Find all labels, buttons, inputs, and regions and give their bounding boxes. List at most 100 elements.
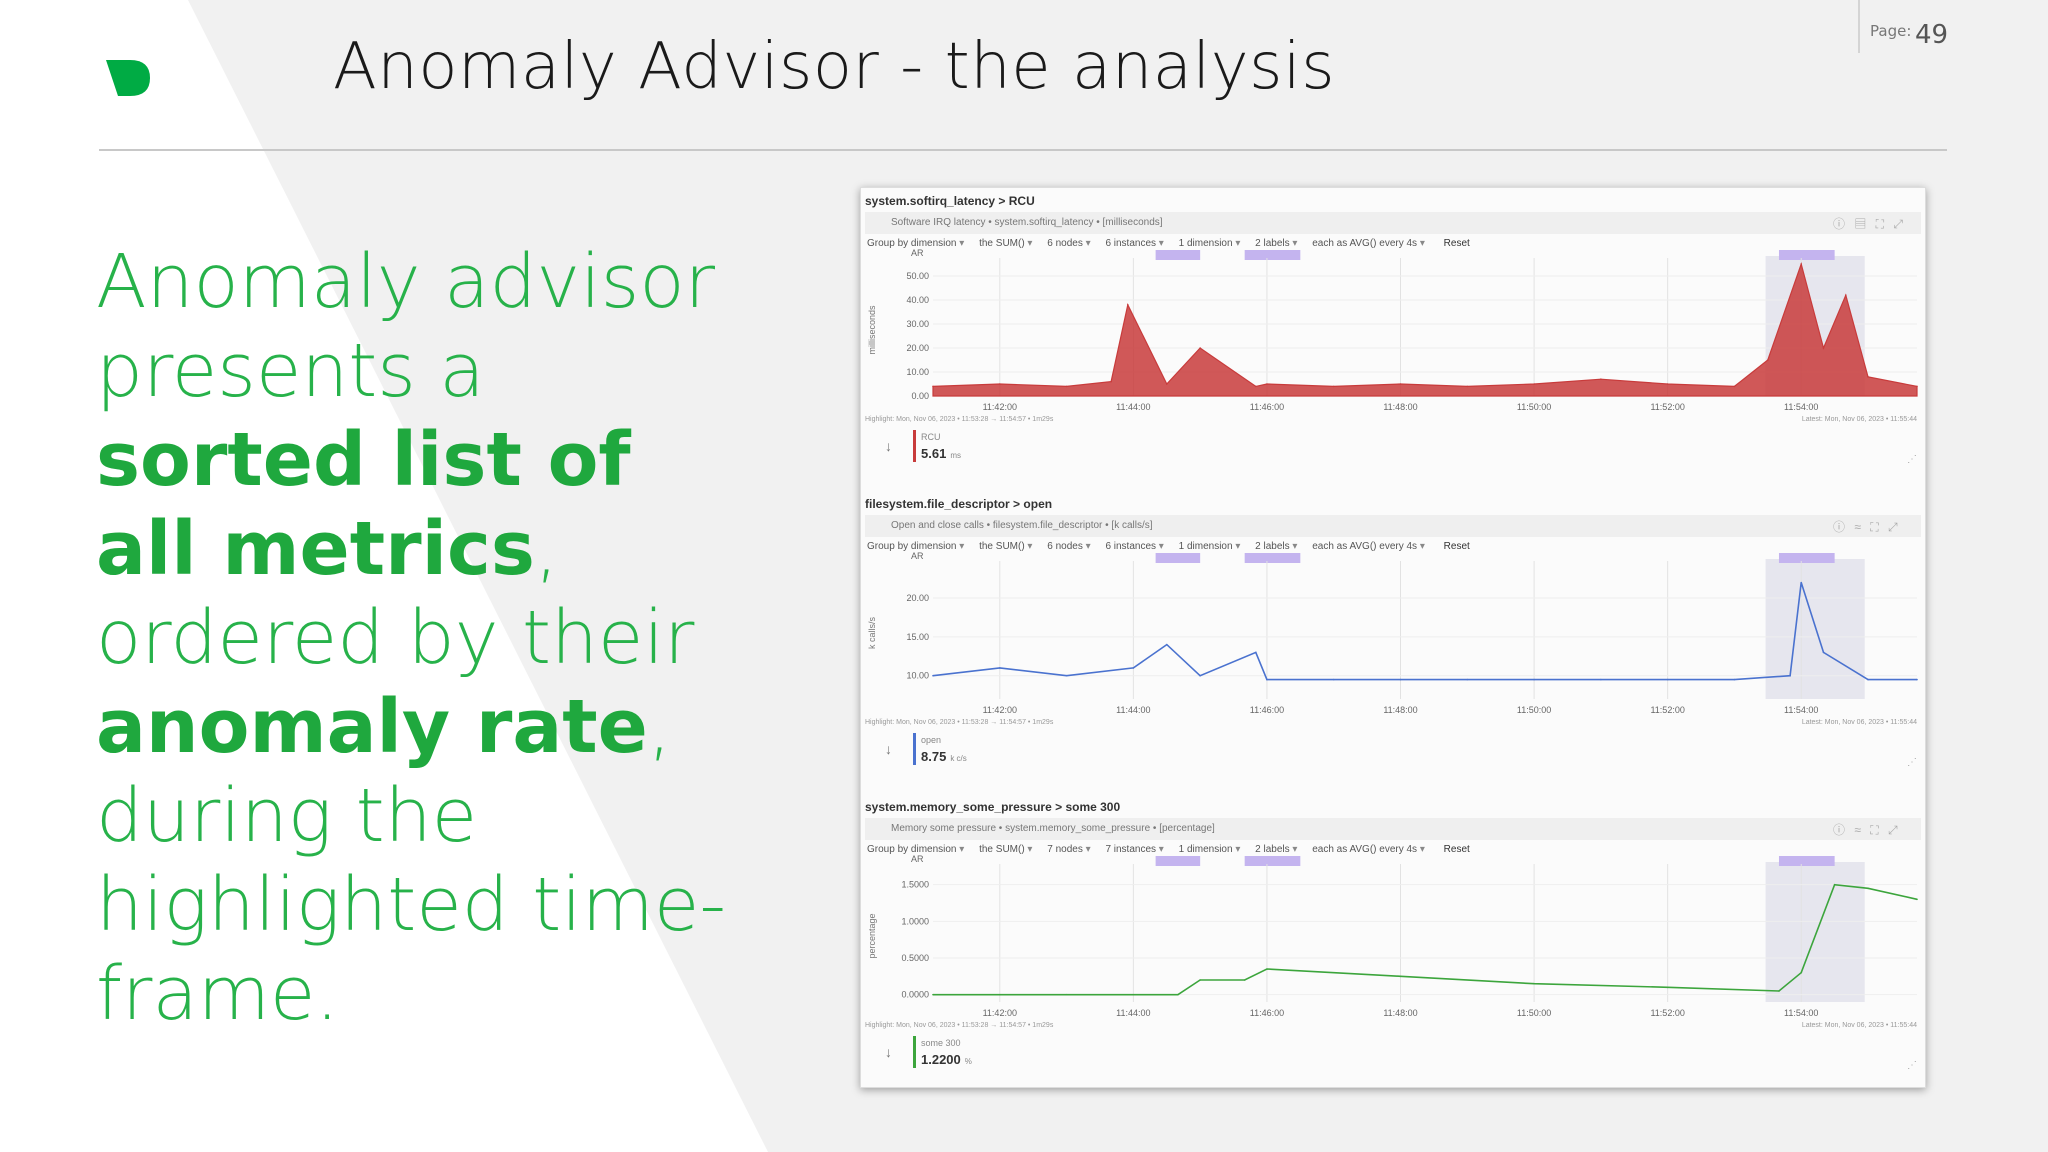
data-point bbox=[1255, 385, 1257, 388]
group-by-dropdown[interactable]: Group by dimension bbox=[867, 238, 957, 249]
dimensions-dropdown[interactable]: 1 dimension bbox=[1178, 238, 1233, 249]
y-tick-label: 0.00 bbox=[911, 391, 929, 401]
data-point bbox=[1778, 990, 1780, 992]
chevron-down-icon: ▾ bbox=[1156, 541, 1164, 552]
chart-subtitle-bar bbox=[865, 212, 1921, 234]
y-tick-label: 15.00 bbox=[906, 632, 929, 642]
chevron-down-icon: ▾ bbox=[1024, 238, 1033, 249]
page-label: Page: bbox=[1870, 22, 1912, 40]
data-point bbox=[1399, 975, 1402, 978]
resize-handle-icon[interactable]: ⋰ bbox=[1907, 1060, 1917, 1071]
chevron-down-icon: ▾ bbox=[1082, 238, 1091, 249]
data-point bbox=[1867, 887, 1869, 890]
reset-button[interactable]: Reset bbox=[1443, 238, 1470, 249]
data-point bbox=[1600, 678, 1602, 681]
chart-plot-memory-pressure[interactable]: AR 11:42:00 11:44:00 11:46:00 11:48:00 11:50:… bbox=[861, 854, 1925, 1029]
resize-handle-icon[interactable]: ⋰ bbox=[1907, 454, 1917, 465]
labels-dropdown[interactable]: 2 labels bbox=[1255, 541, 1290, 552]
latest-info: Latest: Mon, Nov 06, 2023 • 11:55:44 bbox=[1801, 416, 1917, 423]
nodes-dropdown[interactable]: 6 nodes bbox=[1047, 541, 1083, 552]
chart-controls: Group by dimension ▾ the SUM() ▾ 6 nodes… bbox=[867, 541, 1470, 552]
group-by-dropdown[interactable]: Group by dimension bbox=[867, 844, 957, 855]
arrow-down-icon[interactable]: ↓ bbox=[885, 1044, 892, 1060]
y-tick-label: 20.00 bbox=[906, 343, 929, 353]
chart-plot-softirq[interactable]: AR 11:42:00 11:44:00 11:46:00 11:48:00 11:50:… bbox=[861, 248, 1925, 423]
anomaly-rate-mark[interactable] bbox=[1155, 553, 1201, 563]
nodes-dropdown[interactable]: 6 nodes bbox=[1047, 238, 1083, 249]
chart-toolbar-icons[interactable]: ⓘ ≈ ⛶ ⤢ bbox=[1833, 823, 1901, 837]
chart-subtitle: Software IRQ latency • system.softirq_la… bbox=[891, 217, 1163, 228]
anomaly-rate-mark[interactable] bbox=[1155, 856, 1201, 866]
group-by-dropdown[interactable]: Group by dimension bbox=[867, 541, 957, 552]
anomaly-rate-mark[interactable] bbox=[1778, 250, 1835, 260]
anomaly-rate-mark[interactable] bbox=[1244, 856, 1301, 866]
reset-button[interactable]: Reset bbox=[1443, 844, 1470, 855]
dimensions-dropdown[interactable]: 1 dimension bbox=[1178, 844, 1233, 855]
x-tick-label: 11:46:00 bbox=[1250, 402, 1284, 412]
every-dropdown[interactable]: each as AVG() every 4s bbox=[1312, 238, 1418, 249]
data-point bbox=[1266, 678, 1268, 681]
data-point bbox=[1733, 678, 1736, 681]
data-point bbox=[1666, 986, 1669, 989]
chart-panel-file-descriptor: filesystem.file_descriptor > open Open a… bbox=[861, 491, 1925, 791]
x-tick-label: 11:46:00 bbox=[1250, 705, 1284, 715]
chevron-down-icon: ▾ bbox=[1024, 541, 1033, 552]
series-line[interactable] bbox=[932, 582, 1917, 681]
data-point bbox=[1600, 378, 1602, 380]
data-point bbox=[1800, 581, 1803, 584]
data-point bbox=[1399, 383, 1402, 385]
data-point bbox=[1126, 304, 1129, 306]
labels-dropdown[interactable]: 2 labels bbox=[1255, 238, 1290, 249]
page-number: 49 bbox=[1915, 20, 1949, 50]
data-point bbox=[1199, 979, 1201, 981]
every-dropdown[interactable]: each as AVG() every 4s bbox=[1312, 541, 1418, 552]
dimensions-dropdown[interactable]: 1 dimension bbox=[1178, 541, 1233, 552]
x-tick-label: 11:44:00 bbox=[1116, 705, 1150, 715]
data-point bbox=[1110, 380, 1112, 383]
chevron-down-icon: ▾ bbox=[1082, 844, 1091, 855]
para-bold-1: sorted list of all metrics bbox=[96, 417, 631, 592]
aggregation-dropdown[interactable]: the SUM() bbox=[979, 541, 1025, 552]
arrow-down-icon[interactable]: ↓ bbox=[885, 741, 892, 757]
arrow-down-icon[interactable]: ↓ bbox=[885, 438, 892, 454]
chart-plot-file-descriptor[interactable]: AR 11:42:00 11:44:00 11:46:00 11:48:00 11:50:… bbox=[861, 551, 1925, 726]
anomaly-rate-mark[interactable] bbox=[1155, 250, 1201, 260]
resize-handle-icon[interactable]: ⋰ bbox=[1907, 757, 1917, 768]
data-point bbox=[1466, 678, 1469, 681]
data-point bbox=[1332, 678, 1335, 681]
instances-dropdown[interactable]: 6 instances bbox=[1105, 238, 1157, 249]
instances-dropdown[interactable]: 7 instances bbox=[1105, 844, 1157, 855]
anomaly-rate-mark[interactable] bbox=[1244, 553, 1301, 563]
data-point bbox=[1916, 678, 1918, 681]
reset-button[interactable]: Reset bbox=[1443, 541, 1470, 552]
series-line[interactable] bbox=[933, 883, 1918, 996]
every-dropdown[interactable]: each as AVG() every 4s bbox=[1312, 844, 1418, 855]
chart-title: filesystem.file_descriptor > open bbox=[865, 497, 1053, 511]
anomaly-rate-mark[interactable] bbox=[1244, 250, 1301, 260]
y-axis-label: k calls/s bbox=[867, 617, 877, 650]
legend-unit: k c/s bbox=[950, 754, 967, 763]
chart-toolbar-icons[interactable]: ⓘ ≈ ⛶ ⤢ bbox=[1833, 520, 1901, 534]
aggregation-dropdown[interactable]: the SUM() bbox=[979, 844, 1025, 855]
y-axis-label: milliseconds bbox=[867, 305, 877, 355]
highlight-info: Highlight: Mon, Nov 06, 2023 • 11:53:28 … bbox=[865, 416, 1054, 423]
data-point bbox=[1065, 993, 1068, 996]
anomaly-rate-mark[interactable] bbox=[1778, 553, 1835, 563]
legend-value-number: 8.75 bbox=[921, 749, 947, 764]
x-tick-label: 11:44:00 bbox=[1116, 402, 1150, 412]
labels-dropdown[interactable]: 2 labels bbox=[1255, 844, 1290, 855]
instances-dropdown[interactable]: 6 instances bbox=[1105, 541, 1157, 552]
x-tick-label: 11:42:00 bbox=[983, 402, 1017, 412]
data-point bbox=[1165, 643, 1168, 646]
highlight-region[interactable] bbox=[1765, 559, 1865, 699]
anomaly-rate-mark[interactable] bbox=[1778, 856, 1835, 866]
highlight-region[interactable] bbox=[1765, 862, 1865, 1002]
data-point bbox=[1666, 678, 1669, 681]
x-tick-label: 11:42:00 bbox=[983, 1008, 1017, 1018]
chart-toolbar-icons[interactable]: ⓘ ▤ ⛶ ⤢ bbox=[1833, 217, 1907, 231]
highlight-info: Highlight: Mon, Nov 06, 2023 • 11:53:28 … bbox=[865, 1022, 1054, 1029]
nodes-dropdown[interactable]: 7 nodes bbox=[1047, 844, 1083, 855]
legend-dimension-name: open bbox=[921, 735, 942, 745]
aggregation-dropdown[interactable]: the SUM() bbox=[979, 238, 1025, 249]
legend-value-number: 5.61 bbox=[921, 446, 947, 461]
